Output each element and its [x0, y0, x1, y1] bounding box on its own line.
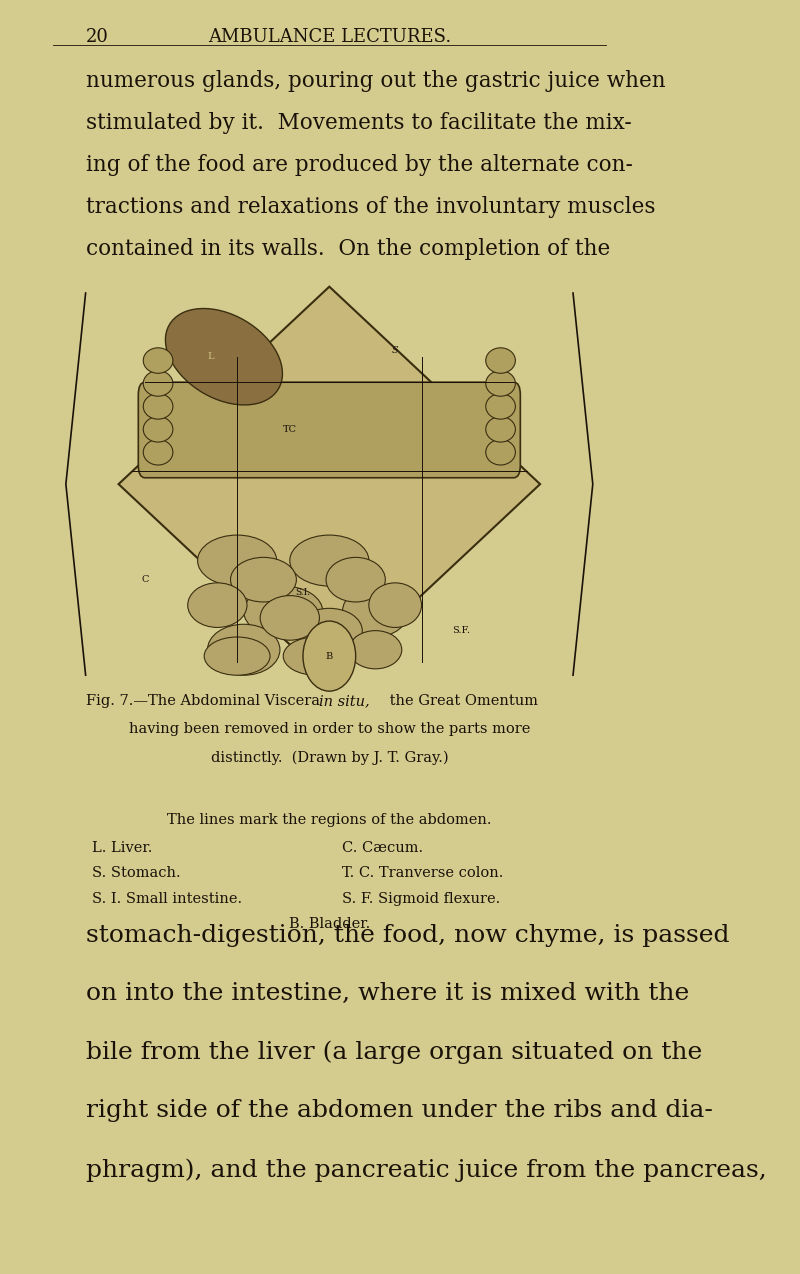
- Ellipse shape: [143, 440, 173, 465]
- Ellipse shape: [244, 586, 322, 637]
- Ellipse shape: [369, 583, 422, 628]
- Ellipse shape: [326, 558, 386, 603]
- Ellipse shape: [342, 586, 408, 637]
- Ellipse shape: [296, 609, 362, 654]
- Ellipse shape: [198, 535, 277, 586]
- Ellipse shape: [143, 394, 173, 419]
- Text: Fig. 7.—The Abdominal Viscera: Fig. 7.—The Abdominal Viscera: [86, 694, 324, 708]
- Text: having been removed in order to show the parts more: having been removed in order to show the…: [129, 722, 530, 736]
- Text: B: B: [326, 651, 333, 661]
- Polygon shape: [118, 287, 540, 682]
- Text: T. C. Tranverse colon.: T. C. Tranverse colon.: [342, 866, 504, 880]
- Text: L. Liver.: L. Liver.: [92, 841, 153, 855]
- Ellipse shape: [283, 637, 349, 675]
- Ellipse shape: [486, 348, 515, 373]
- Ellipse shape: [207, 624, 280, 675]
- Text: AMBULANCE LECTURES.: AMBULANCE LECTURES.: [208, 28, 451, 46]
- Ellipse shape: [486, 371, 515, 396]
- Text: phragm), and the pancreatic juice from the pancreas,: phragm), and the pancreatic juice from t…: [86, 1158, 766, 1181]
- Ellipse shape: [486, 440, 515, 465]
- Ellipse shape: [143, 371, 173, 396]
- Ellipse shape: [166, 308, 282, 405]
- Text: the Great Omentum: the Great Omentum: [386, 694, 538, 708]
- Ellipse shape: [486, 394, 515, 419]
- Ellipse shape: [486, 417, 515, 442]
- Text: L: L: [207, 352, 214, 362]
- Text: numerous glands, pouring out the gastric juice when: numerous glands, pouring out the gastric…: [86, 70, 666, 92]
- Text: contained in its walls.  On the completion of the: contained in its walls. On the completio…: [86, 238, 610, 260]
- Text: tractions and relaxations of the involuntary muscles: tractions and relaxations of the involun…: [86, 196, 655, 218]
- FancyBboxPatch shape: [138, 382, 520, 478]
- Ellipse shape: [349, 631, 402, 669]
- Ellipse shape: [143, 348, 173, 373]
- Text: in situ,: in situ,: [319, 694, 370, 708]
- Text: 20: 20: [86, 28, 109, 46]
- Text: S: S: [392, 345, 398, 355]
- Text: TC: TC: [283, 424, 297, 434]
- Text: S. Stomach.: S. Stomach.: [92, 866, 181, 880]
- Ellipse shape: [230, 558, 296, 603]
- Text: C: C: [142, 575, 149, 585]
- Ellipse shape: [260, 596, 319, 640]
- Text: stomach-digestion, the food, now chyme, is passed: stomach-digestion, the food, now chyme, …: [86, 924, 729, 947]
- Ellipse shape: [290, 535, 369, 586]
- Text: bile from the liver (a large organ situated on the: bile from the liver (a large organ situa…: [86, 1041, 702, 1064]
- Text: S.I.: S.I.: [295, 587, 310, 598]
- Text: ing of the food are produced by the alternate con-: ing of the food are produced by the alte…: [86, 154, 633, 176]
- Text: stimulated by it.  Movements to facilitate the mix-: stimulated by it. Movements to facilitat…: [86, 112, 631, 134]
- Text: right side of the abdomen under the ribs and dia-: right side of the abdomen under the ribs…: [86, 1099, 713, 1122]
- Text: on into the intestine, where it is mixed with the: on into the intestine, where it is mixed…: [86, 982, 689, 1005]
- Ellipse shape: [143, 417, 173, 442]
- Text: S. I. Small intestine.: S. I. Small intestine.: [92, 892, 242, 906]
- Ellipse shape: [188, 583, 247, 628]
- Text: B. Bladder.: B. Bladder.: [289, 917, 370, 931]
- Text: S.F.: S.F.: [452, 626, 470, 636]
- Text: S. F. Sigmoid flexure.: S. F. Sigmoid flexure.: [342, 892, 501, 906]
- Ellipse shape: [204, 637, 270, 675]
- Text: distinctly.  (Drawn by J. T. Gray.): distinctly. (Drawn by J. T. Gray.): [210, 750, 448, 764]
- Text: C. Cæcum.: C. Cæcum.: [342, 841, 424, 855]
- Text: The lines mark the regions of the abdomen.: The lines mark the regions of the abdome…: [167, 813, 491, 827]
- Ellipse shape: [303, 622, 356, 691]
